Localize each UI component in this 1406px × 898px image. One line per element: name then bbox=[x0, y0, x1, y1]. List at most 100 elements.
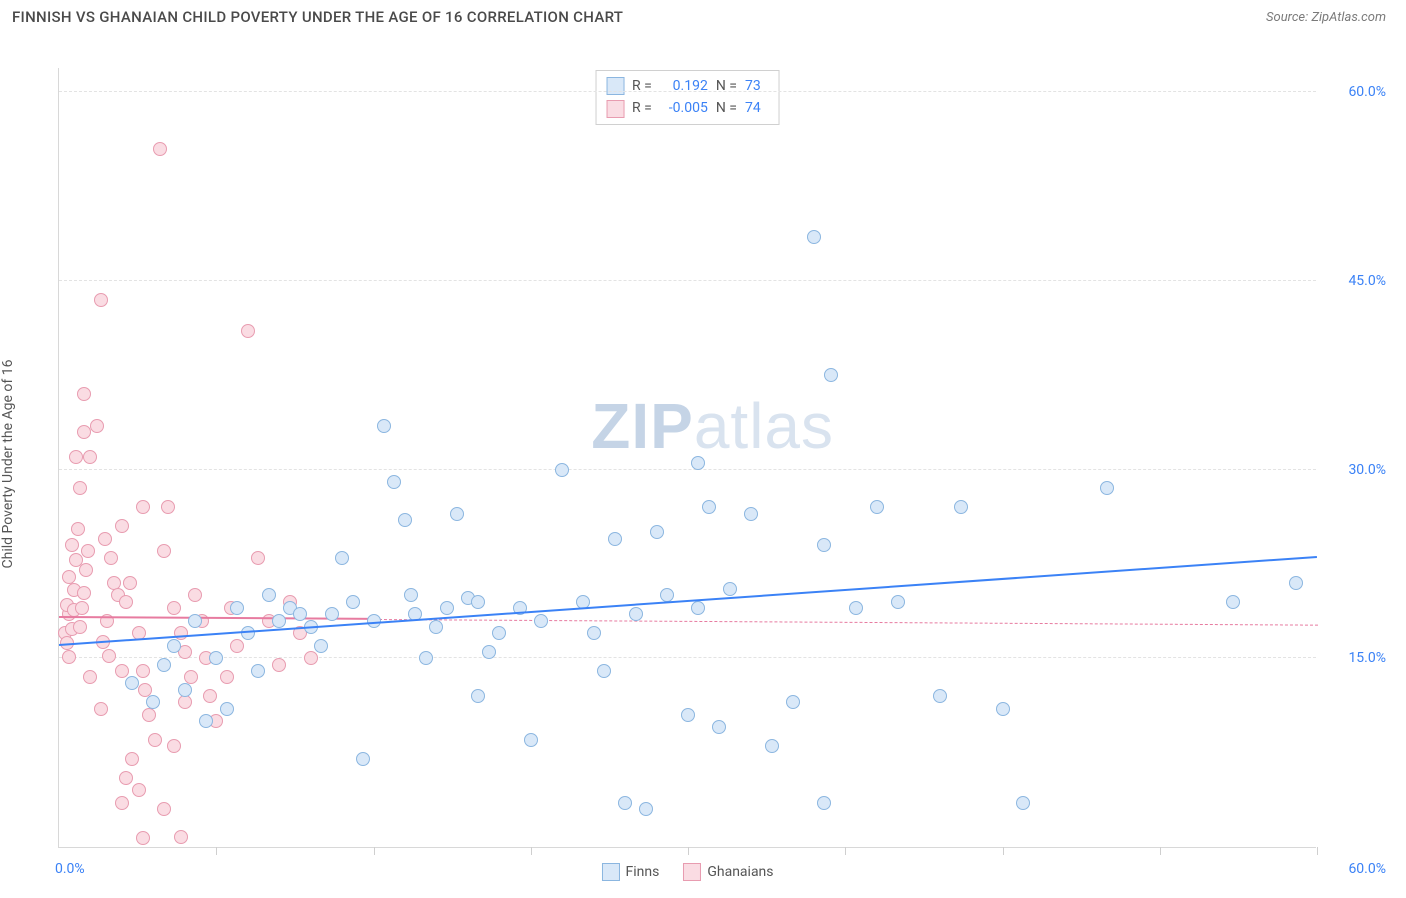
data-point bbox=[98, 532, 112, 546]
data-point bbox=[691, 601, 705, 615]
data-point bbox=[241, 626, 255, 640]
data-point bbox=[203, 689, 217, 703]
stats-legend-row: R =0.192N =73 bbox=[606, 75, 769, 97]
data-point bbox=[702, 500, 716, 514]
data-point bbox=[81, 544, 95, 558]
data-point bbox=[712, 720, 726, 734]
data-point bbox=[335, 551, 349, 565]
plot-region: ZIPatlas R =0.192N =73R =-0.005N =74 Fin… bbox=[58, 68, 1316, 848]
data-point bbox=[153, 142, 167, 156]
stats-legend: R =0.192N =73R =-0.005N =74 bbox=[595, 70, 780, 125]
data-point bbox=[440, 601, 454, 615]
data-point bbox=[241, 324, 255, 338]
data-point bbox=[849, 601, 863, 615]
data-point bbox=[817, 796, 831, 810]
data-point bbox=[471, 595, 485, 609]
data-point bbox=[115, 519, 129, 533]
data-point bbox=[681, 708, 695, 722]
data-point bbox=[220, 670, 234, 684]
stats-legend-row: R =-0.005N =74 bbox=[606, 97, 769, 119]
y-tick-label: 30.0% bbox=[1326, 462, 1386, 478]
gridline bbox=[59, 469, 1316, 470]
data-point bbox=[178, 683, 192, 697]
data-point bbox=[136, 500, 150, 514]
data-point bbox=[492, 626, 506, 640]
data-point bbox=[597, 664, 611, 678]
data-point bbox=[69, 450, 83, 464]
chart-header: FINNISH VS GHANAIAN CHILD POVERTY UNDER … bbox=[0, 0, 1406, 30]
r-label: R = bbox=[632, 75, 652, 97]
data-point bbox=[262, 588, 276, 602]
data-point bbox=[188, 588, 202, 602]
data-point bbox=[786, 695, 800, 709]
data-point bbox=[524, 733, 538, 747]
r-label: R = bbox=[632, 97, 652, 119]
data-point bbox=[356, 752, 370, 766]
data-point bbox=[157, 544, 171, 558]
data-point bbox=[650, 525, 664, 539]
data-point bbox=[429, 620, 443, 634]
data-point bbox=[199, 714, 213, 728]
data-point bbox=[90, 419, 104, 433]
data-point bbox=[933, 689, 947, 703]
data-point bbox=[450, 507, 464, 521]
data-point bbox=[1016, 796, 1030, 810]
watermark: ZIPatlas bbox=[591, 389, 834, 463]
data-point bbox=[77, 387, 91, 401]
legend-swatch bbox=[683, 863, 701, 881]
trend-line bbox=[59, 556, 1317, 646]
data-point bbox=[123, 576, 137, 590]
data-point bbox=[132, 783, 146, 797]
data-point bbox=[146, 695, 160, 709]
data-point bbox=[83, 670, 97, 684]
legend-swatch bbox=[601, 863, 619, 881]
source-text: Source: ZipAtlas.com bbox=[1266, 10, 1386, 25]
x-tick bbox=[1003, 847, 1004, 855]
data-point bbox=[230, 601, 244, 615]
data-point bbox=[94, 293, 108, 307]
data-point bbox=[367, 614, 381, 628]
data-point bbox=[404, 588, 418, 602]
data-point bbox=[79, 563, 93, 577]
y-tick-label: 15.0% bbox=[1326, 650, 1386, 666]
x-tick bbox=[1160, 847, 1161, 855]
legend-item: Finns bbox=[601, 863, 659, 881]
data-point bbox=[157, 658, 171, 672]
data-point bbox=[293, 607, 307, 621]
data-point bbox=[314, 639, 328, 653]
chart-area: Child Poverty Under the Age of 16 ZIPatl… bbox=[12, 30, 1394, 898]
data-point bbox=[377, 419, 391, 433]
data-point bbox=[71, 522, 85, 536]
data-point bbox=[304, 651, 318, 665]
y-axis-label: Child Poverty Under the Age of 16 bbox=[0, 360, 16, 569]
data-point bbox=[209, 651, 223, 665]
legend-label: Ghanaians bbox=[707, 864, 773, 880]
data-point bbox=[188, 614, 202, 628]
data-point bbox=[608, 532, 622, 546]
data-point bbox=[723, 582, 737, 596]
x-tick bbox=[531, 847, 532, 855]
y-tick-label: 60.0% bbox=[1326, 84, 1386, 100]
data-point bbox=[691, 456, 705, 470]
trend-line bbox=[373, 619, 1317, 626]
data-point bbox=[618, 796, 632, 810]
data-point bbox=[77, 586, 91, 600]
gridline bbox=[59, 657, 1316, 658]
data-point bbox=[136, 831, 150, 845]
data-point bbox=[73, 481, 87, 495]
data-point bbox=[102, 649, 116, 663]
data-point bbox=[629, 607, 643, 621]
data-point bbox=[251, 664, 265, 678]
data-point bbox=[119, 595, 133, 609]
data-point bbox=[891, 595, 905, 609]
x-axis-max-label: 60.0% bbox=[1326, 861, 1386, 877]
data-point bbox=[125, 676, 139, 690]
data-point bbox=[346, 595, 360, 609]
data-point bbox=[94, 702, 108, 716]
n-label: N = bbox=[716, 75, 737, 97]
data-point bbox=[62, 650, 76, 664]
data-point bbox=[138, 683, 152, 697]
gridline bbox=[59, 91, 1316, 92]
n-value: 74 bbox=[745, 97, 769, 119]
data-point bbox=[73, 620, 87, 634]
